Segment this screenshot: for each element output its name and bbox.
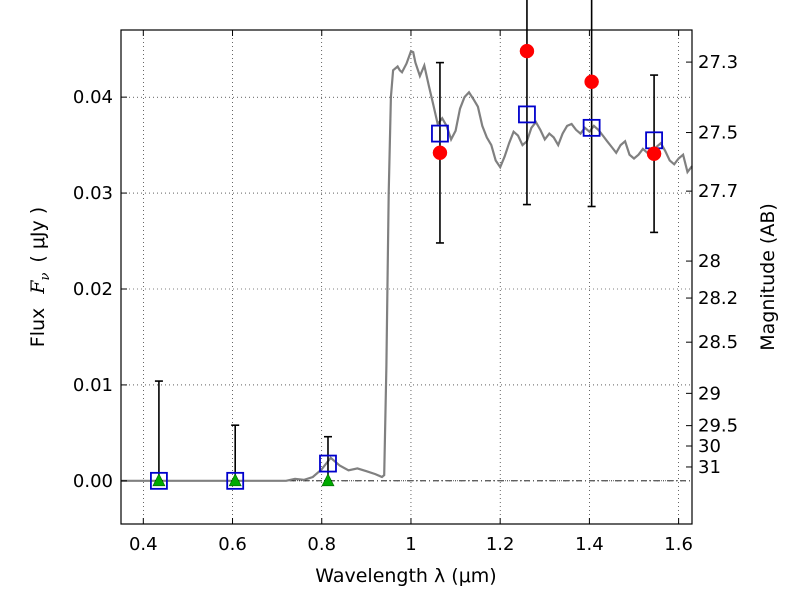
y-tick-label: 0.00 bbox=[73, 471, 113, 492]
x-tick-label: 1.4 bbox=[575, 534, 604, 555]
model-photometry-marker bbox=[150, 471, 168, 490]
y-axis-label-symbol: F bbox=[27, 280, 49, 295]
x-tick-label: 0.4 bbox=[129, 534, 158, 555]
x-tick-label: 0.6 bbox=[218, 534, 247, 555]
model-photometry-marker bbox=[518, 105, 536, 124]
y-axis-label-text: Flux bbox=[27, 308, 49, 348]
plot-frame bbox=[120, 29, 693, 525]
x-tick-label: 0.8 bbox=[307, 534, 336, 555]
observed-flux-marker bbox=[432, 145, 448, 161]
mag-tick-label: 27.7 bbox=[698, 181, 738, 202]
y-axis-label-subscript: ν bbox=[38, 273, 53, 281]
x-tick-label: 1 bbox=[405, 534, 416, 555]
plot-area bbox=[121, 30, 692, 524]
mag-tick-label: 29 bbox=[698, 383, 721, 404]
y-tick-label: 0.01 bbox=[73, 375, 113, 396]
y-tick-label: 0.03 bbox=[73, 183, 113, 204]
model-photometry-marker bbox=[582, 118, 601, 137]
mag-tick-label: 28.5 bbox=[698, 332, 738, 353]
upper-limit-marker bbox=[228, 473, 242, 487]
upper-limit-marker bbox=[152, 473, 166, 487]
observed-flux-marker bbox=[584, 74, 599, 90]
mag-tick-label: 27.3 bbox=[698, 52, 738, 73]
y-axis-label-right: Magnitude (AB) bbox=[757, 203, 779, 351]
model-photometry-marker bbox=[226, 471, 245, 490]
upper-limit-marker bbox=[321, 473, 335, 487]
x-axis-label: Wavelength λ (μm) bbox=[315, 565, 496, 587]
ticks: 0.4 0.6 0.8 1 1.2 1.4 1.6 0.00 0.01 0.02 0.03 0.04 2… bbox=[73, 30, 738, 555]
mag-tick-label: 30 bbox=[698, 436, 721, 457]
mag-tick-label: 28 bbox=[698, 251, 721, 272]
mag-tick-label: 29.5 bbox=[698, 416, 738, 437]
y-axis-label-unit: ( μJy ) bbox=[27, 207, 49, 263]
x-tick-label: 1.2 bbox=[486, 534, 515, 555]
x-tick-label: 1.6 bbox=[664, 534, 693, 555]
y-axis-label-left: Flux Fν ( μJy ) bbox=[27, 207, 53, 347]
mag-tick-label: 31 bbox=[698, 457, 721, 478]
y-tick-label: 0.04 bbox=[73, 87, 113, 108]
mag-tick-label: 28.2 bbox=[698, 288, 738, 309]
markers bbox=[150, 43, 663, 490]
sed-model-line bbox=[121, 49, 693, 482]
observed-flux-marker bbox=[519, 43, 535, 59]
mag-tick-label: 27.5 bbox=[698, 123, 738, 144]
observed-flux-marker bbox=[646, 146, 662, 161]
y-tick-label: 0.02 bbox=[73, 279, 113, 300]
model-photometry-marker bbox=[319, 454, 337, 473]
model-photometry-marker bbox=[431, 124, 449, 143]
